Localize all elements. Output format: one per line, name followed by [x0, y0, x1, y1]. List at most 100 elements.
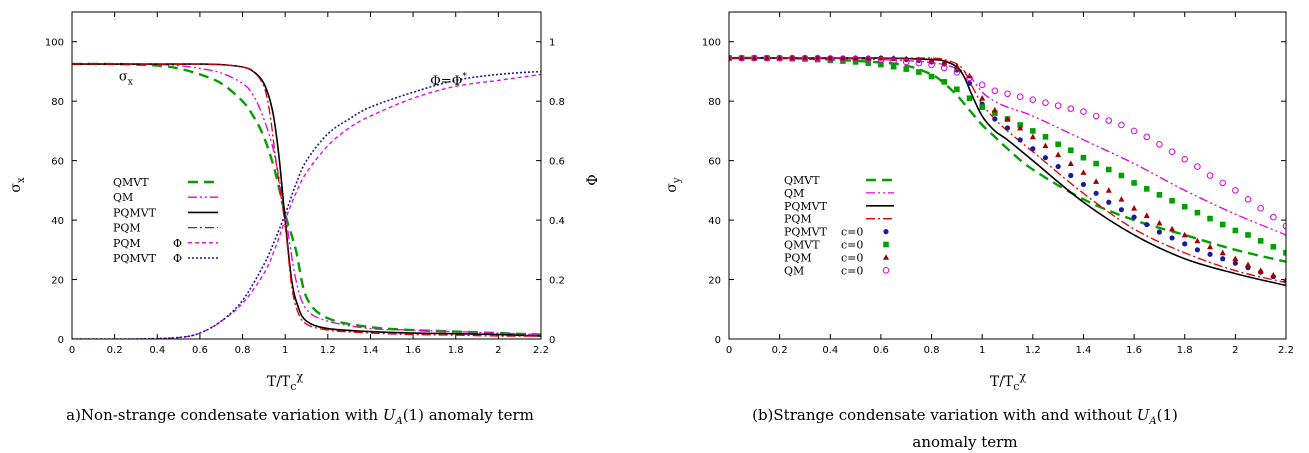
chart-a-xtick-label: 1.2	[320, 345, 336, 356]
chart-b-point	[928, 61, 935, 69]
chart-a-ytick-label: 100	[45, 38, 64, 49]
chart-b-legend-entry: PQMVT c=0	[784, 226, 889, 239]
chart-b-point	[1169, 235, 1175, 241]
chart-b-point	[902, 58, 910, 66]
chart-b-point	[1054, 102, 1062, 109]
chart-b-point	[890, 57, 897, 65]
chart-b-point	[915, 59, 923, 67]
chart-b-series-0	[729, 56, 1286, 263]
chart-b-legend-label: PQMVT	[784, 226, 828, 239]
chart-b-legend-label: QMVT	[784, 239, 820, 252]
chart-b-point	[1004, 115, 1011, 122]
chart-b-point	[776, 54, 783, 62]
chart-b-point	[1131, 180, 1137, 186]
chart-b-point	[1055, 163, 1061, 170]
chart-a-series-3	[72, 63, 541, 337]
chart-b-point	[1042, 142, 1049, 149]
chart-b-legend-marker	[883, 254, 889, 260]
chart-a-xtick-label: 1.8	[448, 345, 464, 356]
chart-b-point	[979, 104, 985, 110]
chart-b-point	[1067, 147, 1074, 154]
chart-a-xtick-label: 2	[495, 345, 501, 356]
chart-b-point	[1283, 276, 1286, 282]
chart-a-ytick-label: 20	[51, 276, 64, 287]
chart-a-y2label: Φ	[585, 174, 601, 185]
chart-b-point	[1194, 209, 1201, 216]
chart-b-point	[1143, 186, 1150, 192]
chart-b-point	[1055, 151, 1062, 158]
chart-b-point	[1131, 214, 1137, 220]
chart-a-legend-label: PQMVT	[113, 206, 157, 219]
chart-a-legend-label: QMVT	[113, 176, 149, 189]
chart-b-point	[1156, 229, 1163, 235]
chart-b-point	[1106, 199, 1112, 205]
chart-b-legend-marker	[883, 229, 889, 235]
chart-b-point	[1257, 267, 1264, 274]
chart-a-legend-label: PQM	[113, 222, 141, 235]
chart-a-y2tick-label: 0.8	[549, 97, 565, 108]
chart-b-point	[1219, 249, 1226, 256]
chart-b-point	[1030, 128, 1036, 134]
chart-a-y2tick-label: 0.2	[549, 276, 565, 287]
chart-a-legend-label: PQM	[113, 237, 141, 250]
chart-b-xtick-label: 1.4	[1076, 345, 1092, 356]
chart-b-point	[865, 60, 872, 66]
chart-a-legend-entry: PQM Φ	[113, 237, 218, 250]
chart-b-point	[1232, 260, 1238, 266]
chart-b-xtick-label: 2	[1232, 345, 1238, 356]
chart-b-point	[1055, 141, 1061, 148]
chart-b-legend-label: QM	[784, 264, 804, 277]
chart-b-point	[991, 87, 999, 95]
chart-b-point	[992, 110, 998, 116]
chart-b-point	[1118, 196, 1125, 202]
chart-b-point	[916, 69, 922, 75]
chart-a-series-4	[72, 73, 541, 339]
chart-b-point	[1232, 187, 1239, 194]
chart-a-xtick-label: 0.4	[149, 345, 165, 356]
chart-b-legend-label: PQMVT	[784, 200, 828, 213]
chart-b-legend-entry: QMVT	[784, 174, 894, 187]
chart-b-point	[991, 106, 998, 113]
chart-b-point	[928, 57, 935, 63]
chart-b-point	[1156, 140, 1163, 148]
chart-b-point	[979, 95, 986, 101]
chart-b-point	[1130, 127, 1138, 135]
chart-b-point	[1270, 271, 1277, 278]
chart-b-legend-label: PQM	[784, 251, 812, 264]
chart-b-point	[878, 61, 884, 68]
chart-a-xtick-label: 1	[282, 345, 288, 356]
chart-b-xtick-label: 0	[726, 345, 732, 356]
chart-b-point	[814, 54, 821, 61]
chart-b-point	[1270, 213, 1277, 221]
chart-b-point	[890, 63, 897, 70]
chart-b-point	[1093, 178, 1100, 184]
chart-b-point	[1270, 244, 1277, 250]
chart-a-legend-entry: QM	[113, 191, 218, 204]
chart-b-point	[1042, 134, 1049, 140]
chart-b-point	[954, 86, 960, 93]
chart-b-point	[1042, 155, 1049, 161]
chart-b-point	[966, 80, 973, 86]
chart-b-point	[1169, 225, 1176, 232]
chart-a-y2tick-label: 0	[549, 335, 555, 346]
chart-a-xtick-label: 0.2	[107, 345, 123, 356]
chart-b-point	[1105, 187, 1112, 193]
chart-b-point	[1156, 219, 1163, 226]
chart-b-point	[1118, 172, 1125, 179]
chart-b-point	[1068, 172, 1074, 179]
chart-b-point	[1194, 247, 1200, 253]
chart-a-series	[72, 62, 541, 339]
chart-a-y2tick-label: 0.6	[549, 157, 565, 168]
chart-b-xtick-label: 0.2	[772, 345, 788, 356]
chart-b-point	[1143, 212, 1150, 219]
chart-b-point	[1017, 137, 1023, 143]
chart-a-annotation-phi-phistar: Φ=Φ*	[430, 72, 467, 89]
chart-b-point	[1017, 124, 1024, 131]
chart-a-legend-label: PQMVT	[113, 252, 157, 265]
chart-b-point	[1220, 256, 1226, 262]
chart-b-point	[789, 54, 796, 61]
chart-b-point	[852, 54, 859, 61]
chart-b-point	[1093, 160, 1099, 167]
chart-b-point	[1168, 148, 1176, 156]
